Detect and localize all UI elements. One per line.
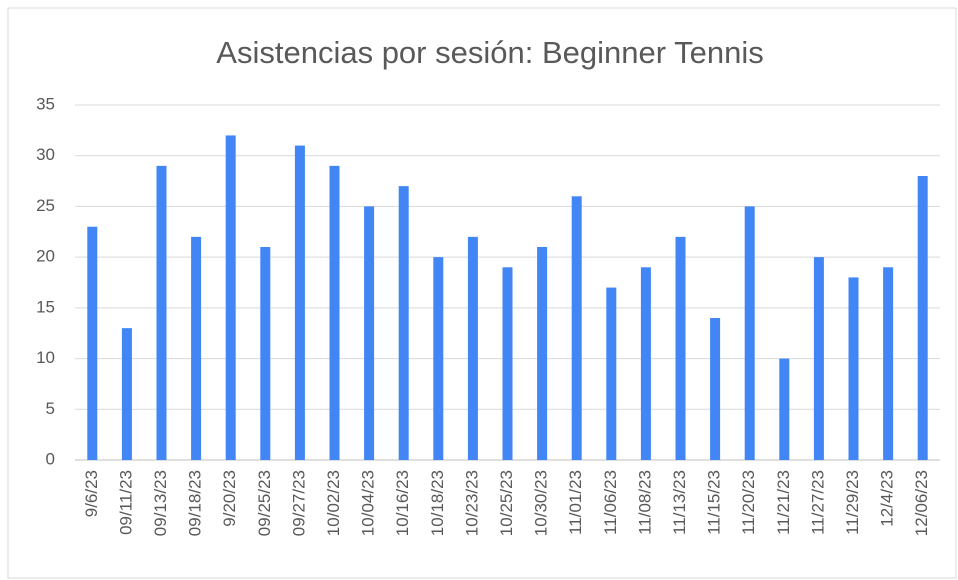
x-tick-label: 10/02/23 xyxy=(324,470,343,536)
x-tick-label: 10/18/23 xyxy=(428,470,447,536)
x-tick-label: 09/25/23 xyxy=(255,470,274,536)
y-tick-label: 25 xyxy=(36,196,55,215)
x-tick-label: 11/27/23 xyxy=(808,470,827,535)
x-tick-label: 12/4/23 xyxy=(878,470,897,527)
bar xyxy=(329,165,340,460)
bar xyxy=(191,236,202,460)
x-tick-label: 11/29/23 xyxy=(843,470,862,535)
x-tick-label: 9/20/23 xyxy=(220,470,239,527)
bar xyxy=(744,206,755,460)
bar xyxy=(675,236,686,460)
bar xyxy=(467,236,478,460)
y-tick-label: 20 xyxy=(36,247,55,266)
bar xyxy=(156,165,167,460)
bar xyxy=(917,176,928,460)
bar xyxy=(537,247,548,460)
x-tick-label: 11/20/23 xyxy=(739,470,758,535)
x-tick-label: 10/30/23 xyxy=(532,470,551,536)
bar xyxy=(640,267,651,460)
y-tick-label: 5 xyxy=(46,399,55,418)
x-tick-label: 12/06/23 xyxy=(912,470,931,536)
bar xyxy=(364,206,375,460)
x-tick-label: 9/6/23 xyxy=(82,470,101,517)
x-tick-label: 10/23/23 xyxy=(462,470,481,536)
bar xyxy=(606,287,617,460)
x-tick-label: 11/15/23 xyxy=(705,470,724,535)
y-tick-label: 35 xyxy=(36,94,55,113)
bar xyxy=(121,328,132,460)
x-tick-label: 10/25/23 xyxy=(497,470,516,536)
x-tick-label: 09/27/23 xyxy=(289,470,308,536)
bar xyxy=(398,186,409,460)
x-tick-label: 11/08/23 xyxy=(635,470,654,535)
bar xyxy=(571,196,582,461)
x-tick-label: 10/16/23 xyxy=(393,470,412,536)
bar xyxy=(294,145,305,461)
x-tick-label: 09/18/23 xyxy=(186,470,205,536)
bar xyxy=(813,257,824,460)
bar xyxy=(883,267,894,460)
x-tick-label: 09/11/23 xyxy=(116,470,135,535)
bar xyxy=(225,135,236,460)
bar xyxy=(502,267,513,460)
chart-title: Asistencias por sesión: Beginner Tennis xyxy=(216,35,763,70)
bar xyxy=(779,358,790,460)
bar xyxy=(260,247,271,460)
y-tick-label: 15 xyxy=(36,297,55,316)
y-tick-label: 30 xyxy=(36,145,55,164)
x-tick-label: 11/06/23 xyxy=(601,470,620,535)
x-tick-label: 09/13/23 xyxy=(151,470,170,536)
x-tick-label: 11/01/23 xyxy=(566,470,585,535)
bar xyxy=(848,277,859,460)
y-tick-label: 10 xyxy=(36,348,55,367)
bar xyxy=(433,257,444,460)
x-tick-label: 11/13/23 xyxy=(670,470,689,535)
x-tick-label: 11/21/23 xyxy=(774,470,793,535)
bar xyxy=(87,226,98,460)
y-tick-label: 0 xyxy=(46,449,55,468)
bar xyxy=(710,318,721,460)
x-tick-label: 10/04/23 xyxy=(359,470,378,536)
